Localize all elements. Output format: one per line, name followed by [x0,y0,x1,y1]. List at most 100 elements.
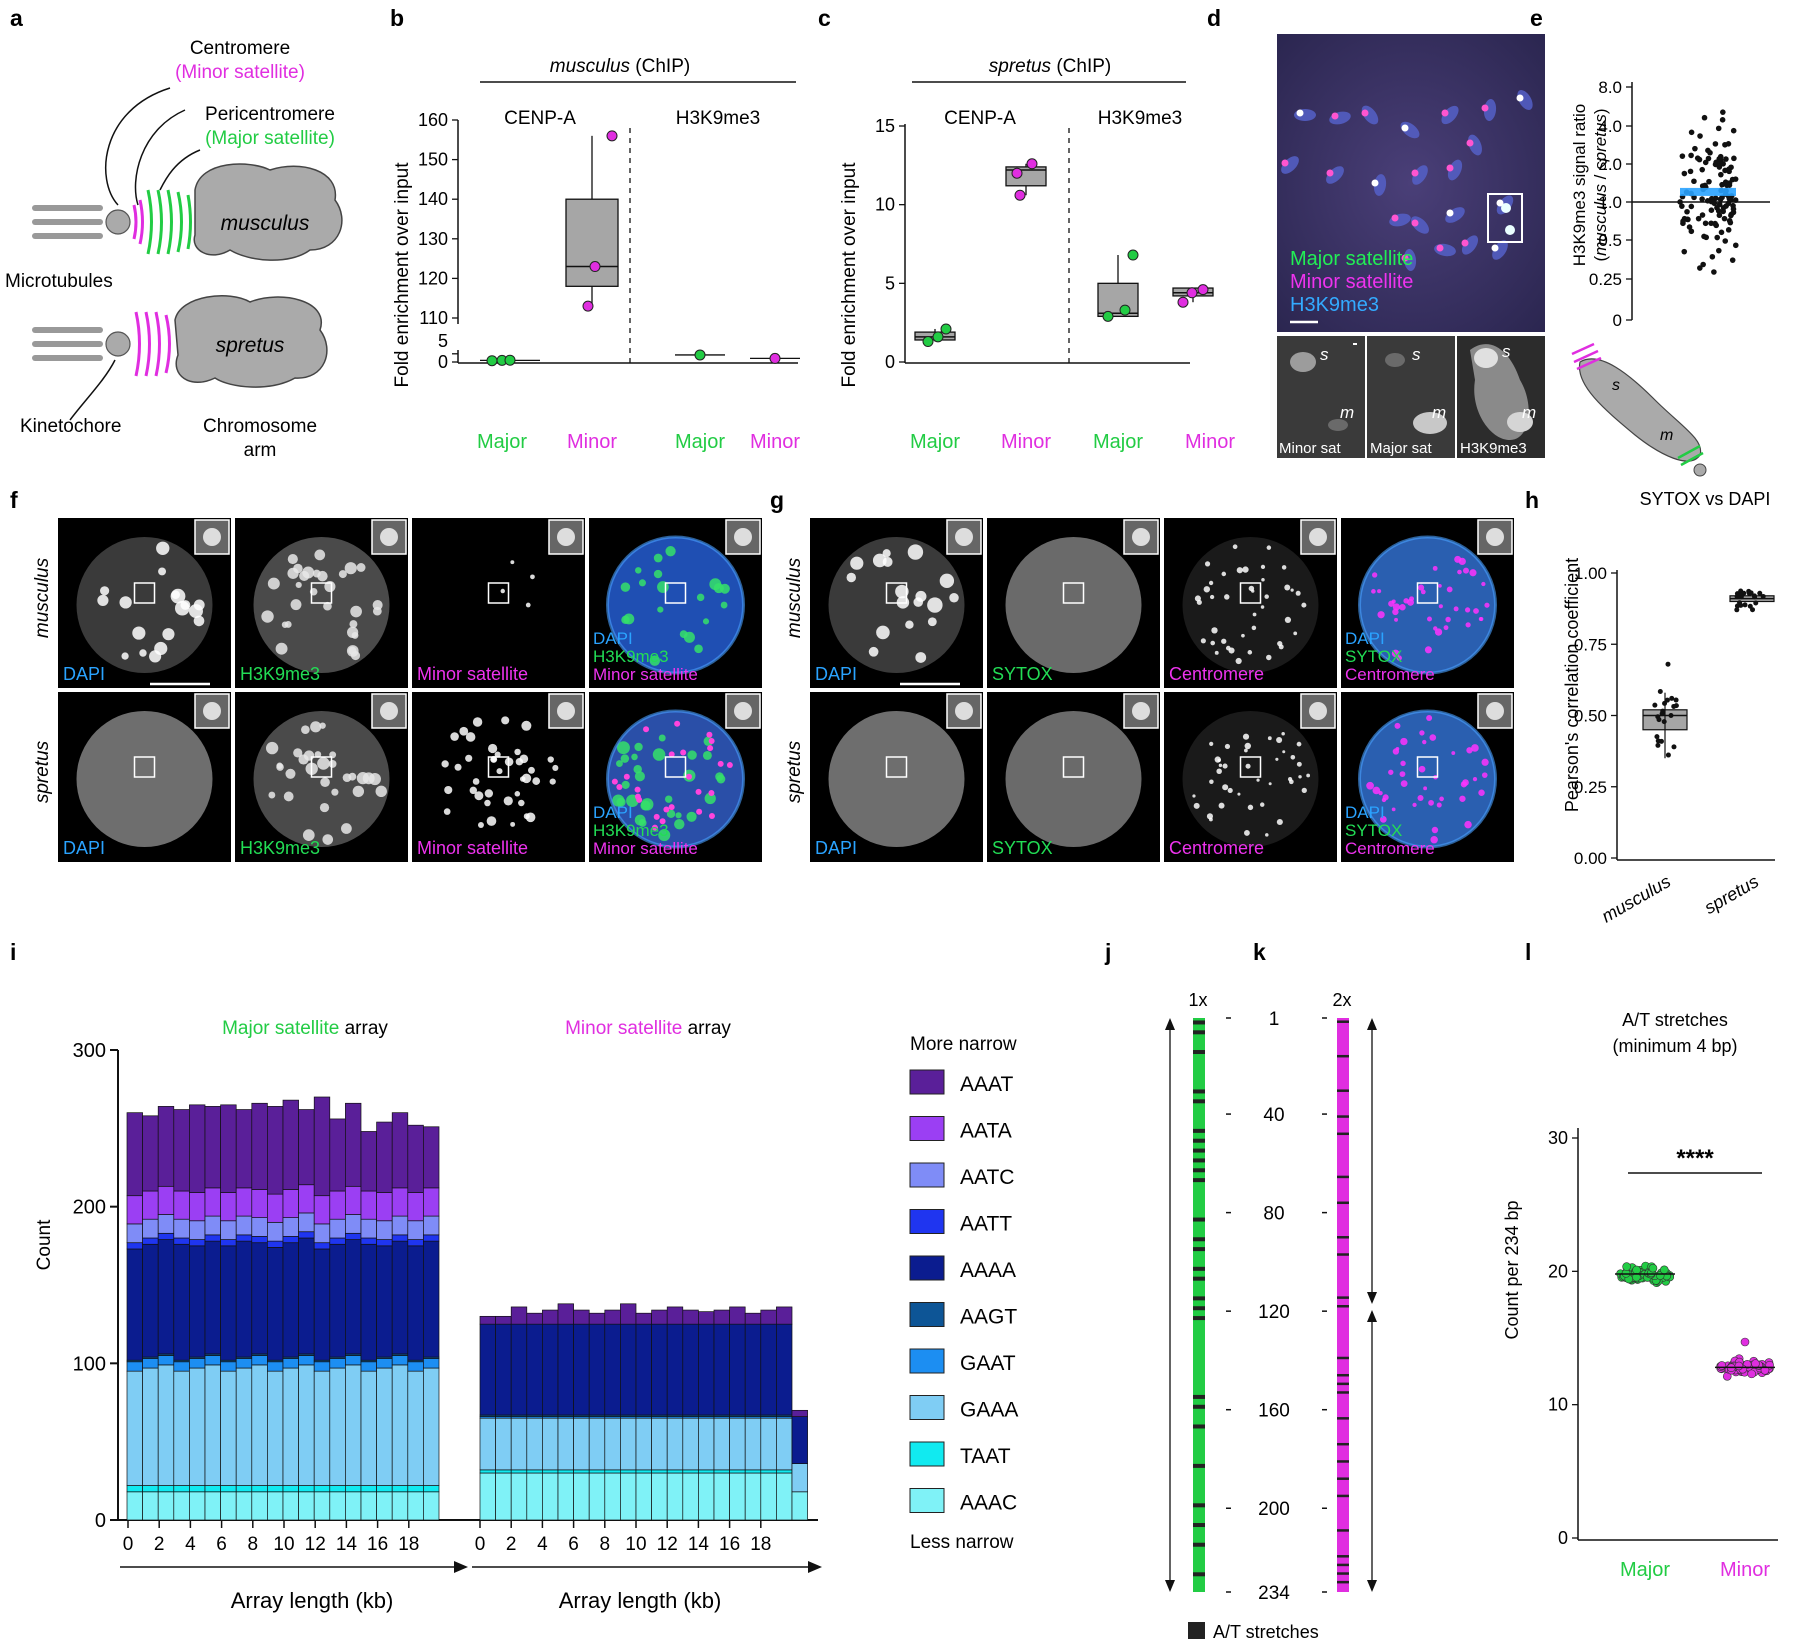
foci [362,772,375,785]
foci [1193,802,1200,809]
foci [658,829,671,842]
bar-segment-TAAT [189,1485,206,1493]
foci [611,778,618,785]
y-tick-label: 0.25 [1589,270,1622,289]
bar-segment-AATC [220,1220,237,1240]
nucleus [76,537,213,673]
bar-segment-AAAA [479,1323,496,1416]
foci [1471,744,1479,752]
at-stretch-major [1193,1463,1205,1468]
foci [1214,650,1219,655]
panel-b-cenpa: CENP-A [504,108,576,129]
foci [1196,599,1202,605]
y-tick-label: 1.0 [1598,193,1622,212]
foci [328,759,337,768]
data-point [1177,296,1189,308]
foci [525,602,531,608]
foci [295,581,302,589]
foci [510,821,516,827]
bar-segment-AAAC [635,1472,652,1521]
data-point [1657,689,1663,695]
centromere-spot [1391,214,1399,222]
data-point [1732,176,1739,182]
data-point [1709,253,1716,260]
panel-f-row-spretus: spretus [32,740,53,803]
channel-label: DAPI [815,664,857,684]
bar-segment-AAAC [360,1491,377,1521]
at-stretch-minor [1337,1572,1349,1575]
bar-segment-GAAA [220,1370,237,1486]
bar-segment-AAAC [220,1491,237,1521]
foci [666,809,676,819]
bar-segment-AAAT [423,1126,440,1189]
bar-segment-AAAA [557,1323,574,1416]
centromere-spot [1371,179,1379,187]
bar-segment-AATA [204,1187,221,1217]
panel-f-row-musculus: musculus [32,557,53,638]
foci [1224,594,1230,600]
foci [696,593,705,602]
at-stretch-minor [1337,1563,1349,1567]
data-point [1687,168,1694,175]
bar-segment-TAAT [729,1469,746,1474]
foci [341,823,352,834]
legend-swatch-AAAT [909,1069,945,1095]
bar-segment-AAAT [407,1124,424,1193]
roi-box [133,582,156,604]
data-point [1751,593,1757,599]
data-point [1720,204,1727,211]
panel-c-cenpa: CENP-A [944,108,1016,129]
nucleus [828,537,965,673]
foci [1427,616,1432,622]
x-tick-label: 2 [506,1534,517,1555]
y-tick-label: 10 [875,195,895,215]
x-tick-label: 18 [398,1534,419,1555]
bar-segment-AAAT [251,1102,268,1190]
bar-segment-AATA [189,1192,206,1222]
foci [905,620,914,629]
merge-label: H3K9me3 [593,647,669,666]
bar-segment-GAAT [282,1358,299,1369]
y-tick-label: 150 [418,150,448,170]
data-point [1692,145,1698,152]
foci [1462,779,1469,786]
foci [1222,763,1228,769]
foci [1244,830,1250,836]
foci [1432,565,1438,571]
data-point [1701,114,1708,121]
bar-segment-TAAT [423,1485,440,1493]
foci [1429,734,1437,741]
at-stretch-minor [1337,1442,1349,1446]
foci [612,794,625,807]
foci [652,748,666,761]
foci [552,764,559,772]
foci [314,549,326,561]
bar-segment-AATC [298,1212,315,1233]
panel-letter-h: h [1525,487,1539,513]
bar-segment-AATA [235,1187,253,1217]
bar-segment-AAAA [698,1323,715,1416]
legend-swatch-AATC [909,1162,945,1188]
foci [1276,737,1283,744]
foci [707,745,714,752]
at-stretch-major [1193,1128,1205,1133]
foci [1247,650,1253,655]
bar-segment-AAAT [235,1109,253,1189]
bar-segment-AAAT [744,1312,762,1325]
foci [895,584,909,599]
data-point [1729,257,1736,263]
foci [1392,748,1400,755]
bar-segment-AAAT [360,1131,377,1192]
y-tick-label: 0 [95,1510,106,1532]
foci [687,750,697,760]
y-tick-label: 30 [1548,1128,1568,1148]
x-tick-label: 10 [273,1534,294,1555]
bar-segment-AAAC [391,1491,409,1521]
bar-segment-AATC [391,1215,409,1236]
bar-segment-AAAC [776,1472,793,1521]
foci [634,771,645,782]
position-label: 120 [1258,1302,1290,1323]
panel-c: spretus (ChIP) CENP-A H3K9me3 Fold enric… [839,56,1235,453]
bar-segment-TAAT [557,1469,574,1474]
